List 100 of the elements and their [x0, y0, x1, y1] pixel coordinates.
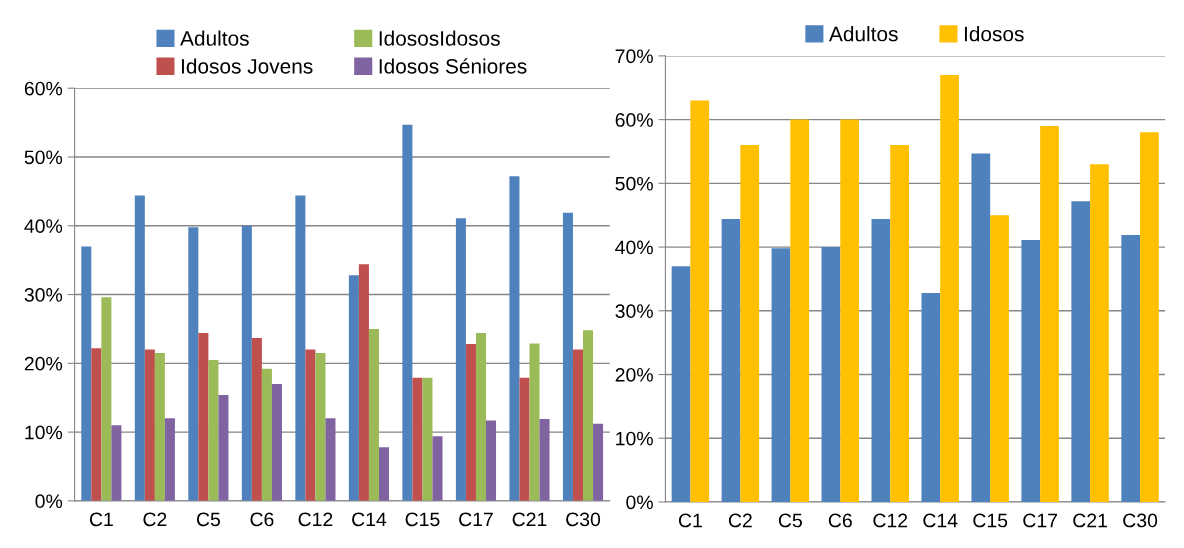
x-tick-label: C17 — [1023, 513, 1057, 528]
bar — [519, 377, 530, 501]
bar — [134, 195, 145, 501]
bar — [840, 119, 860, 502]
bar — [572, 349, 583, 501]
legend-label: Adultos — [180, 30, 249, 46]
bar — [1090, 164, 1109, 502]
bar — [671, 266, 691, 502]
bar — [721, 219, 741, 502]
bar — [790, 119, 810, 502]
y-tick-label: 40% — [24, 219, 63, 234]
bar — [188, 227, 199, 501]
bar — [486, 420, 497, 501]
bar — [690, 100, 710, 502]
bar — [91, 348, 102, 501]
bar — [1121, 234, 1141, 502]
bar — [1021, 240, 1041, 502]
bar — [1040, 125, 1059, 502]
y-tick-label: 0% — [35, 494, 63, 509]
x-tick-label: C12 — [298, 512, 333, 527]
bar — [101, 297, 112, 501]
bar — [475, 333, 486, 501]
legend-label: Idosos — [964, 26, 1024, 42]
bar — [261, 368, 272, 501]
bar — [295, 195, 306, 501]
bar — [821, 247, 841, 502]
x-tick-label: C30 — [566, 512, 601, 527]
bar — [402, 124, 413, 501]
bar — [583, 330, 594, 501]
bar — [539, 419, 550, 501]
x-tick-label: C15 — [405, 512, 440, 527]
bar — [562, 212, 573, 501]
y-tick-label: 20% — [615, 367, 653, 382]
legend-label: Idosos Séniores — [379, 58, 527, 74]
y-tick-label: 70% — [615, 49, 653, 64]
y-tick-label: 10% — [25, 425, 63, 440]
y-tick-label: 60% — [24, 81, 63, 96]
x-tick-label: C2 — [143, 512, 167, 527]
y-tick-label: 40% — [615, 240, 653, 255]
y-tick-label: 0% — [626, 495, 653, 510]
x-tick-label: C21 — [1073, 513, 1107, 528]
bar — [198, 333, 209, 501]
y-tick-label: 20% — [24, 356, 63, 371]
legend-label: Idosos Jovens — [181, 58, 313, 74]
bar — [465, 344, 476, 501]
y-tick-label: 50% — [615, 176, 653, 191]
bar — [990, 215, 1009, 502]
y-tick-label: 10% — [616, 431, 653, 446]
bar — [509, 176, 520, 501]
bar — [971, 153, 991, 502]
x-tick-label: C12 — [873, 513, 908, 528]
bar — [271, 383, 282, 501]
bar — [455, 218, 466, 501]
legend-label: IdososIdosos — [379, 30, 500, 46]
bar — [241, 225, 252, 501]
bar — [921, 292, 941, 502]
bar — [251, 337, 262, 501]
x-tick-label: C17 — [459, 512, 493, 527]
bar — [412, 377, 423, 501]
y-tick-label: 30% — [615, 304, 653, 319]
x-tick-label: C1 — [678, 513, 702, 528]
x-tick-label: C1 — [89, 512, 113, 527]
bar — [1140, 132, 1159, 502]
bar — [593, 423, 604, 501]
bar — [771, 248, 791, 502]
bar — [208, 359, 219, 501]
bar — [358, 264, 369, 501]
x-tick-label: C15 — [973, 513, 1008, 528]
x-tick-label: C21 — [512, 512, 547, 527]
x-tick-label: C2 — [728, 513, 752, 528]
bar — [305, 349, 316, 501]
bar — [378, 447, 389, 501]
bar — [940, 75, 959, 502]
bar — [432, 436, 443, 501]
x-tick-label: C6 — [250, 512, 274, 527]
bar — [154, 353, 165, 501]
x-tick-label: C14 — [352, 512, 387, 527]
x-tick-label: C30 — [1123, 513, 1158, 528]
y-tick-label: 60% — [615, 113, 653, 127]
bar — [218, 394, 229, 501]
x-tick-label: C14 — [923, 513, 958, 528]
legend-label: Adultos — [829, 26, 898, 42]
bar — [740, 145, 760, 502]
x-tick-label: C5 — [778, 513, 802, 528]
bar — [348, 275, 359, 501]
x-tick-label: C5 — [196, 512, 220, 527]
bar — [164, 418, 175, 501]
bar — [368, 328, 379, 501]
bar — [325, 418, 336, 501]
y-tick-label: 50% — [24, 150, 63, 165]
bar — [315, 353, 326, 501]
bar — [890, 145, 909, 502]
bar — [1071, 201, 1091, 502]
bar — [871, 219, 891, 502]
bar — [529, 343, 540, 501]
bar — [422, 377, 433, 501]
bar — [144, 349, 155, 501]
bar — [81, 246, 92, 501]
bar — [111, 425, 122, 501]
y-tick-label: 30% — [24, 288, 63, 302]
